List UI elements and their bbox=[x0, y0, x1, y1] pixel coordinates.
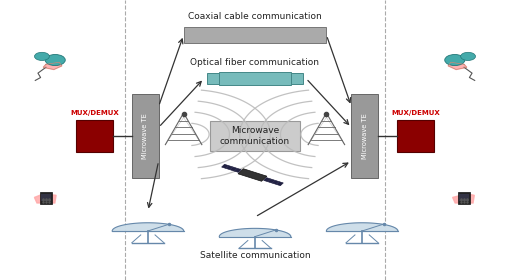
Polygon shape bbox=[43, 62, 62, 69]
Circle shape bbox=[45, 55, 65, 66]
FancyBboxPatch shape bbox=[457, 192, 470, 204]
FancyBboxPatch shape bbox=[238, 169, 266, 181]
Polygon shape bbox=[34, 194, 56, 203]
Circle shape bbox=[460, 52, 474, 60]
FancyBboxPatch shape bbox=[132, 94, 158, 178]
Text: Microwave
communication: Microwave communication bbox=[219, 126, 290, 146]
Polygon shape bbox=[452, 194, 473, 203]
FancyBboxPatch shape bbox=[219, 72, 290, 85]
FancyBboxPatch shape bbox=[397, 120, 433, 152]
FancyBboxPatch shape bbox=[351, 94, 377, 178]
Circle shape bbox=[444, 55, 464, 66]
Text: Microwave TE: Microwave TE bbox=[142, 113, 148, 159]
Polygon shape bbox=[447, 62, 466, 69]
Text: Coaxial cable communication: Coaxial cable communication bbox=[188, 12, 321, 21]
FancyBboxPatch shape bbox=[206, 73, 219, 84]
FancyBboxPatch shape bbox=[40, 192, 52, 204]
Text: MUX/DEMUX: MUX/DEMUX bbox=[390, 109, 439, 116]
FancyBboxPatch shape bbox=[221, 164, 241, 172]
Text: Microwave TE: Microwave TE bbox=[361, 113, 367, 159]
Circle shape bbox=[35, 52, 49, 60]
FancyBboxPatch shape bbox=[263, 178, 283, 186]
FancyBboxPatch shape bbox=[290, 73, 303, 84]
Text: Satellite communication: Satellite communication bbox=[200, 251, 309, 260]
FancyBboxPatch shape bbox=[210, 121, 299, 151]
Text: MUX/DEMUX: MUX/DEMUX bbox=[70, 109, 119, 116]
FancyBboxPatch shape bbox=[76, 120, 112, 152]
FancyBboxPatch shape bbox=[41, 194, 50, 200]
FancyBboxPatch shape bbox=[183, 27, 326, 43]
Text: Optical fiber communication: Optical fiber communication bbox=[190, 57, 319, 67]
FancyBboxPatch shape bbox=[459, 194, 468, 200]
